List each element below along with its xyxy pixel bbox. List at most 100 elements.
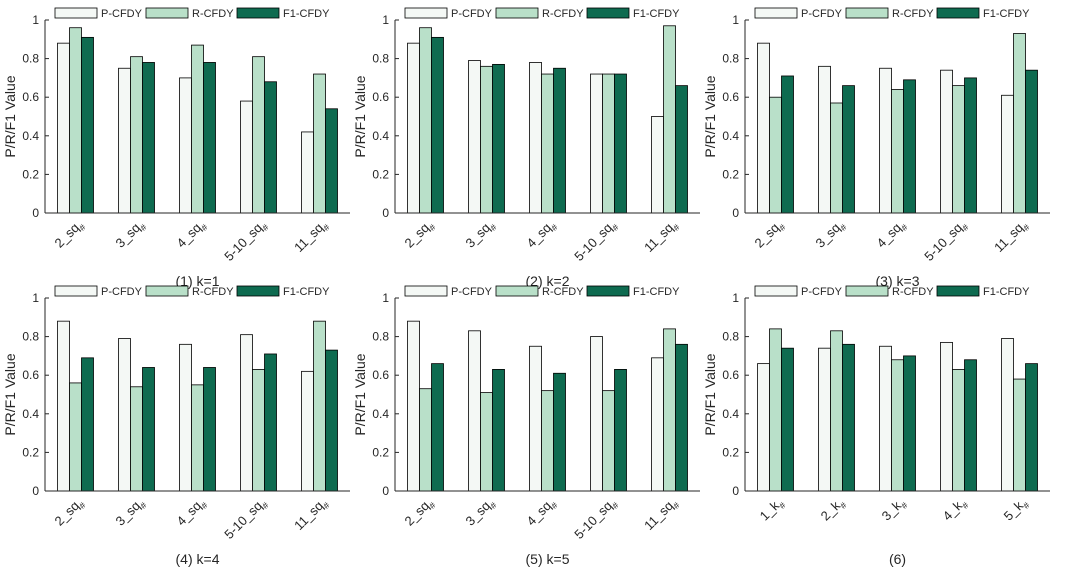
- bar-p-cfdy-3: [879, 345, 892, 492]
- y-tick-label: 1: [382, 13, 389, 27]
- bar-p-cfdy-3: [179, 343, 192, 492]
- legend-swatch-p-cfdy: [54, 285, 98, 297]
- bar-r-cfdy-3: [191, 384, 204, 492]
- x-tick-label: 11_sq#: [641, 217, 682, 258]
- bar-r-cfdy-3: [891, 89, 904, 214]
- y-tick-label: 0.6: [22, 90, 39, 104]
- bar-r-cfdy-5: [313, 320, 326, 492]
- bar-r-cfdy-5: [663, 25, 676, 214]
- chart-title: (2) k=2: [526, 273, 570, 289]
- bar-r-cfdy-1: [69, 27, 82, 214]
- bar-f1-cfdy-3: [903, 79, 916, 214]
- legend-label-f1-cfdy: F1-CFDY: [633, 286, 680, 298]
- x-tick-label: 4_sq#: [174, 495, 210, 531]
- legend-label-r-cfdy: R-CFDY: [192, 8, 234, 20]
- legend-label-r-cfdy: R-CFDY: [892, 8, 934, 20]
- chart-title: (3) k=3: [876, 273, 920, 289]
- bar-r-cfdy-3: [541, 390, 554, 492]
- x-tick-label: 4_sq#: [524, 217, 560, 253]
- bar-r-cfdy-5: [313, 73, 326, 214]
- y-tick-label: 0.6: [722, 368, 739, 382]
- bar-f1-cfdy-3: [553, 372, 566, 492]
- bar-f1-cfdy-4: [964, 77, 977, 214]
- bar-f1-cfdy-4: [614, 73, 627, 214]
- x-tick-label: 11_sq#: [641, 495, 682, 536]
- chart-panel-6: 0 0.2 0.4 0.6 0.8 1 1_k# 2_k# 3_k# 4_k# 5_k# P/R/F1…: [702, 285, 1050, 567]
- y-axis-label: P/R/F1 Value: [702, 353, 718, 435]
- bar-r-cfdy-1: [769, 96, 782, 214]
- legend-label-r-cfdy: R-CFDY: [542, 286, 584, 298]
- bar-f1-cfdy-5: [325, 108, 338, 214]
- bar-r-cfdy-2: [480, 65, 493, 214]
- y-tick-label: 0.4: [22, 129, 39, 143]
- y-axis-label: P/R/F1 Value: [702, 75, 718, 157]
- legend-swatch-f1-cfdy: [236, 7, 280, 19]
- y-tick-label: 0.4: [372, 407, 389, 421]
- legend-label-r-cfdy: R-CFDY: [892, 286, 934, 298]
- bar-p-cfdy-5: [1001, 338, 1014, 492]
- bar-r-cfdy-2: [830, 102, 843, 214]
- bar-f1-cfdy-2: [492, 369, 505, 492]
- legend-label-p-cfdy: P-CFDY: [801, 286, 843, 298]
- y-tick-label: 0.6: [722, 90, 739, 104]
- legend-swatch-r-cfdy: [145, 7, 189, 19]
- bar-f1-cfdy-1: [81, 36, 94, 214]
- legend-label-p-cfdy: P-CFDY: [801, 8, 843, 20]
- bar-r-cfdy-2: [130, 386, 143, 492]
- bar-p-cfdy-3: [879, 67, 892, 214]
- y-tick-label: 0.2: [722, 167, 739, 181]
- bar-p-cfdy-1: [407, 320, 420, 492]
- bar-r-cfdy-4: [952, 85, 965, 214]
- bar-r-cfdy-5: [663, 328, 676, 492]
- y-tick-label: 0: [732, 206, 739, 220]
- bar-r-cfdy-4: [252, 369, 265, 492]
- legend-swatch-r-cfdy: [495, 285, 539, 297]
- chart-title: (1) k=1: [176, 273, 220, 289]
- bar-f1-cfdy-2: [842, 85, 855, 214]
- y-tick-label: 1: [32, 13, 39, 27]
- bar-p-cfdy-3: [179, 77, 192, 214]
- y-axis-label: P/R/F1 Value: [352, 353, 368, 435]
- legend-swatch-r-cfdy: [495, 7, 539, 19]
- x-tick-label: 2_sq#: [52, 495, 88, 531]
- y-tick-label: 0: [32, 484, 39, 498]
- x-tick-label: 3_sq#: [113, 495, 149, 531]
- bar-f1-cfdy-1: [781, 347, 794, 492]
- x-tick-label: 3_k#: [879, 495, 910, 526]
- x-tick-label: 3_sq#: [463, 495, 499, 531]
- bar-f1-cfdy-5: [1025, 363, 1038, 492]
- y-tick-label: 1: [32, 291, 39, 305]
- x-tick-label: 2_sq#: [752, 217, 788, 253]
- legend-swatch-p-cfdy: [404, 285, 448, 297]
- chart-panel-2: 0 0.2 0.4 0.6 0.8 1 2_sq# 3_sq# 4_sq# 5-10_sq# 11_…: [352, 7, 700, 289]
- legend-swatch-r-cfdy: [845, 285, 889, 297]
- y-tick-label: 0.6: [372, 90, 389, 104]
- x-tick-label: 5-10_sq#: [221, 495, 270, 544]
- y-tick-label: 0.6: [22, 368, 39, 382]
- y-tick-label: 1: [732, 291, 739, 305]
- bar-f1-cfdy-4: [264, 81, 277, 214]
- bar-f1-cfdy-3: [553, 67, 566, 214]
- chart-panel-1: 0 0.2 0.4 0.6 0.8 1 2_sq# 3_sq# 4_sq# 5-10_sq# 11_…: [2, 7, 350, 289]
- bar-f1-cfdy-3: [203, 367, 216, 492]
- y-tick-label: 0: [382, 206, 389, 220]
- bar-f1-cfdy-2: [142, 62, 155, 214]
- bar-r-cfdy-3: [541, 73, 554, 214]
- legend-swatch-f1-cfdy: [236, 285, 280, 297]
- legend-label-f1-cfdy: F1-CFDY: [283, 8, 330, 20]
- legend-label-f1-cfdy: F1-CFDY: [983, 286, 1030, 298]
- bar-r-cfdy-1: [769, 328, 782, 492]
- bar-p-cfdy-5: [651, 116, 664, 214]
- chart-panel-3: 0 0.2 0.4 0.6 0.8 1 2_sq# 3_sq# 4_sq# 5-10_sq# 11_…: [702, 7, 1050, 289]
- chart-title: (5) k=5: [526, 551, 570, 567]
- x-tick-label: 4_k#: [940, 495, 971, 526]
- bar-r-cfdy-3: [191, 44, 204, 214]
- legend-label-r-cfdy: R-CFDY: [542, 8, 584, 20]
- legend-swatch-p-cfdy: [754, 285, 798, 297]
- legend-label-f1-cfdy: F1-CFDY: [633, 8, 680, 20]
- legend-swatch-f1-cfdy: [586, 285, 630, 297]
- y-tick-label: 0.2: [372, 445, 389, 459]
- legend-swatch-r-cfdy: [145, 285, 189, 297]
- y-axis-label: P/R/F1 Value: [2, 75, 18, 157]
- bar-p-cfdy-1: [57, 320, 70, 492]
